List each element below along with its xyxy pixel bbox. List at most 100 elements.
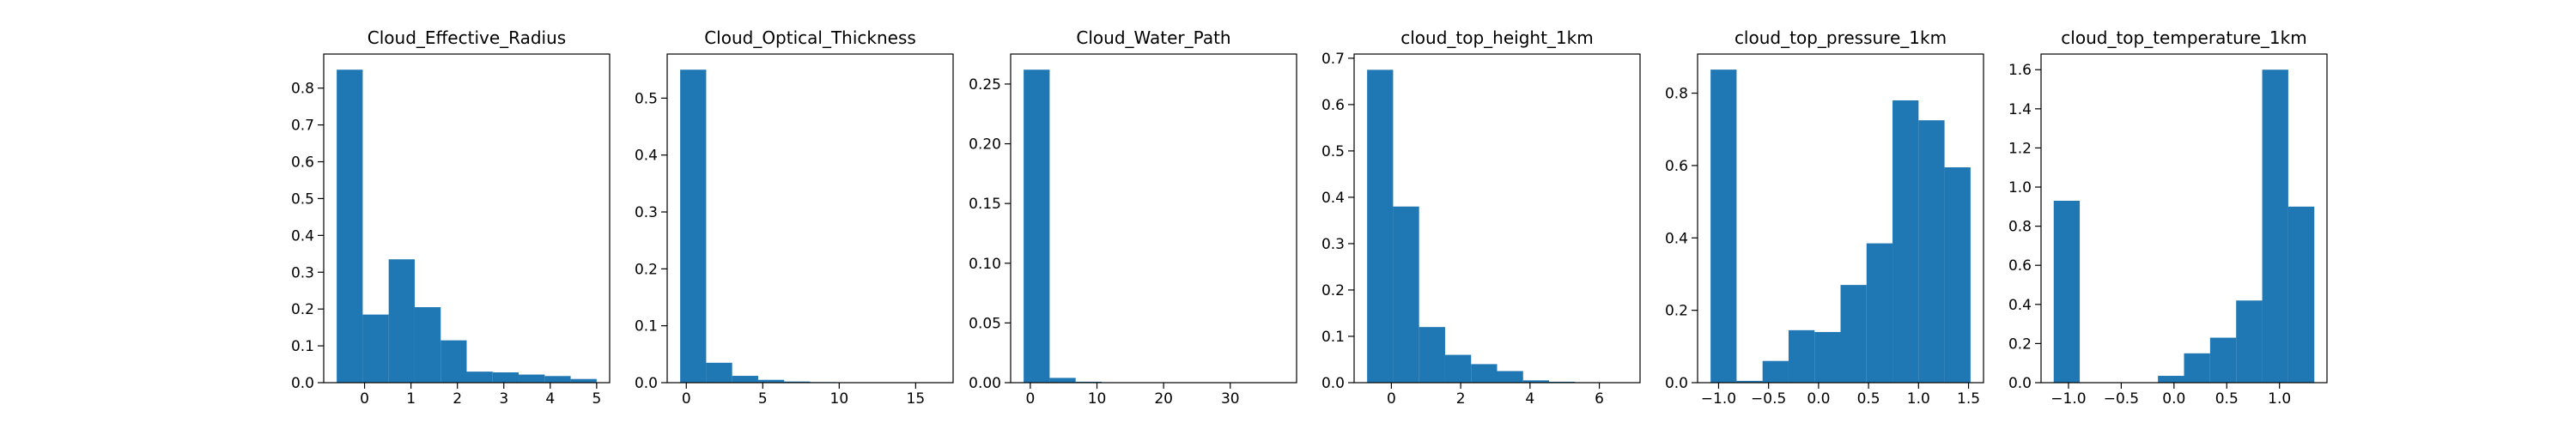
x-tick-label: −1.0 <box>2050 390 2086 408</box>
axes-frame <box>1353 53 1641 384</box>
subplot-title: Cloud_Water_Path <box>1076 27 1230 48</box>
bar <box>1814 331 1841 383</box>
bar <box>388 259 415 383</box>
y-tick-label: 0.0 <box>635 375 658 392</box>
bar <box>2287 206 2315 383</box>
subplot: −1.0 −0.5 0.0 0.5 1.0 1.5 0.0 0.2 0.4 0.6 0.8 cloud… <box>1665 27 1984 408</box>
y-tick-label: 0.4 <box>2008 297 2032 314</box>
bar <box>1736 380 1763 383</box>
x-tick-label: 20 <box>1154 390 1173 408</box>
y-tick-label: 0.5 <box>1321 143 1345 160</box>
y-tick-label: 0.8 <box>2008 219 2032 236</box>
bar <box>1471 364 1498 383</box>
bar <box>466 372 493 383</box>
bar <box>1944 167 1971 383</box>
bar <box>1762 360 1789 383</box>
bar <box>1918 120 1945 383</box>
y-tick-label: 0.1 <box>291 338 314 355</box>
axes-frame <box>1010 53 1297 384</box>
bar <box>544 376 571 383</box>
y-tick-label: 0.10 <box>969 256 1001 273</box>
y-tick-label: 1.4 <box>2008 101 2032 118</box>
y-tick-label: 0.4 <box>1665 230 1688 247</box>
subplot-title: cloud_top_pressure_1km <box>1735 27 1947 48</box>
bar <box>680 69 707 383</box>
bar <box>1497 371 1523 383</box>
y-tick-label: 0.2 <box>1321 282 1345 299</box>
y-tick-label: 0.6 <box>1321 97 1345 114</box>
bar <box>414 307 441 383</box>
bar <box>1710 69 1737 383</box>
x-tick-label: 1.0 <box>2268 390 2291 408</box>
bar <box>2158 376 2184 383</box>
y-tick-label: 0.3 <box>291 264 314 281</box>
y-tick-label: 0.8 <box>1665 86 1688 103</box>
bar <box>570 378 597 383</box>
y-tick-label: 0.7 <box>291 118 314 135</box>
y-tick-label: 1.0 <box>2008 179 2032 196</box>
x-tick-label: 0 <box>1025 390 1035 408</box>
x-tick-label: −1.0 <box>1701 390 1736 408</box>
x-tick-label: 5 <box>758 390 768 408</box>
y-tick-label: 0.3 <box>1321 236 1345 253</box>
x-tick-label: 10 <box>830 390 849 408</box>
x-tick-label: 2 <box>1456 390 1466 408</box>
y-tick-label: 0.05 <box>969 315 1001 332</box>
subplot: 0 5 10 15 0.0 0.1 0.2 0.3 0.4 0.5 Cloud_Optical_Th… <box>635 27 954 408</box>
x-tick-label: 4 <box>545 390 555 408</box>
x-tick-label: 5 <box>592 390 601 408</box>
y-tick-label: 0.2 <box>291 301 314 318</box>
subplot: 0 10 20 30 0.00 0.05 0.10 0.15 0.20 0.25 Cloud_Wat… <box>969 27 1297 408</box>
y-tick-label: 0.5 <box>291 190 314 208</box>
y-tick-label: 0.1 <box>635 318 658 335</box>
subplot: 0 2 4 6 0.0 0.1 0.2 0.3 0.4 0.5 0.6 0.7 cloud_top_he… <box>1321 27 1641 408</box>
y-tick-label: 0.3 <box>635 204 658 221</box>
y-tick-label: 0.25 <box>969 76 1001 94</box>
bar <box>1522 380 1550 383</box>
x-tick-label: 0.5 <box>2215 390 2239 408</box>
bar <box>492 372 519 383</box>
x-tick-label: −0.5 <box>1751 390 1786 408</box>
y-tick-label: 0.4 <box>1321 190 1345 207</box>
bar <box>1419 327 1445 383</box>
bar <box>1840 285 1867 383</box>
subplot: −1.0 −0.5 0.0 0.5 1.0 0.0 0.2 0.4 0.6 0.8 1.0 1.2 1.… <box>2008 27 2328 408</box>
bar <box>1788 329 1815 383</box>
x-tick-label: 0 <box>682 390 691 408</box>
bar <box>1893 100 1919 384</box>
x-tick-label: 1.0 <box>1907 390 1930 408</box>
y-tick-label: 0.00 <box>969 375 1001 392</box>
y-tick-label: 0.4 <box>291 227 314 245</box>
bar <box>1049 378 1076 383</box>
x-tick-label: 0.0 <box>1807 390 1830 408</box>
x-tick-label: −0.5 <box>2104 390 2139 408</box>
subplot-title: cloud_top_temperature_1km <box>2061 27 2306 48</box>
y-tick-label: 0.6 <box>1665 158 1688 175</box>
axes-frame <box>2040 53 2328 384</box>
x-tick-label: 0.0 <box>2162 390 2185 408</box>
bar <box>2262 69 2288 383</box>
x-tick-label: 2 <box>453 390 462 408</box>
bar <box>2053 200 2081 383</box>
bar <box>1393 206 1419 383</box>
y-tick-label: 0.8 <box>291 81 314 98</box>
y-tick-label: 0.2 <box>1665 303 1688 320</box>
bar <box>519 374 545 383</box>
axes-frame <box>666 53 954 384</box>
y-tick-label: 0.0 <box>2008 375 2032 392</box>
bar <box>337 69 363 383</box>
y-tick-label: 0.7 <box>1321 51 1345 68</box>
y-tick-label: 1.6 <box>2008 62 2032 79</box>
x-tick-label: 1 <box>406 390 416 408</box>
subplot-title: cloud_top_height_1km <box>1400 27 1593 48</box>
bar <box>1024 69 1050 383</box>
y-tick-label: 0.6 <box>291 154 314 172</box>
axes-frame <box>323 53 611 384</box>
bar <box>362 314 389 383</box>
bar <box>1367 69 1394 384</box>
x-tick-label: 4 <box>1525 390 1534 408</box>
bar <box>706 362 732 383</box>
x-tick-label: 6 <box>1595 390 1604 408</box>
y-tick-label: 0.0 <box>1321 375 1345 392</box>
